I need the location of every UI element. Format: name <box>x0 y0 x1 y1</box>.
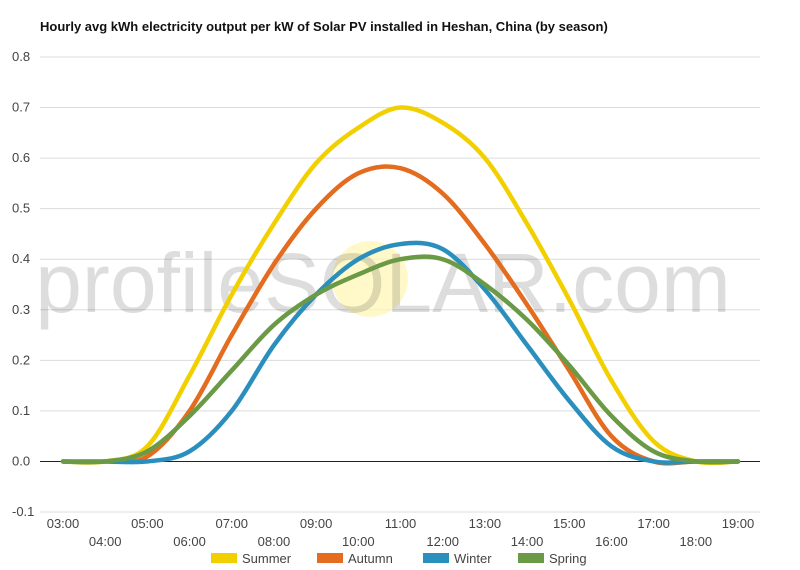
x-tick-label: 12:00 <box>426 534 459 549</box>
legend-swatch-summer <box>211 553 237 563</box>
x-tick-label: 06:00 <box>173 534 206 549</box>
y-tick-label: 0.2 <box>12 352 30 367</box>
y-tick-label: 0.8 <box>12 49 30 64</box>
legend-label-summer: Summer <box>242 551 292 566</box>
legend-swatch-winter <box>423 553 449 563</box>
x-tick-label: 07:00 <box>215 516 248 531</box>
x-tick-label: 14:00 <box>511 534 544 549</box>
y-tick-label: 0.0 <box>12 453 30 468</box>
x-tick-label: 17:00 <box>637 516 670 531</box>
x-tick-label: 08:00 <box>258 534 291 549</box>
x-tick-label: 03:00 <box>47 516 80 531</box>
y-tick-label: 0.7 <box>12 100 30 115</box>
y-tick-label: -0.1 <box>12 504 34 519</box>
legend-swatch-spring <box>518 553 544 563</box>
series-line-winter <box>60 240 741 465</box>
y-tick-label: 0.6 <box>12 150 30 165</box>
legend-label-winter: Winter <box>454 551 492 566</box>
legend-label-autumn: Autumn <box>348 551 393 566</box>
x-tick-label: 11:00 <box>385 516 417 531</box>
legend-swatch-autumn <box>317 553 343 563</box>
x-tick-label: 15:00 <box>553 516 586 531</box>
y-tick-label: 0.1 <box>12 403 30 418</box>
series-lines <box>60 105 741 466</box>
x-axis-ticks: 03:00 04:00 05:00 06:00 07:00 08:00 09:00 10:00… <box>47 516 755 549</box>
watermark-text: profileSOLAR.com <box>35 236 731 330</box>
y-tick-label: 0.4 <box>12 251 30 266</box>
x-tick-label: 09:00 <box>300 516 333 531</box>
y-tick-label: 0.3 <box>12 302 30 317</box>
legend: Summer Autumn Winter Spring <box>211 551 587 566</box>
chart-title: Hourly avg kWh electricity output per kW… <box>40 19 608 34</box>
x-tick-label: 16:00 <box>595 534 628 549</box>
series-line-spring <box>60 254 741 465</box>
x-tick-label: 13:00 <box>469 516 502 531</box>
x-tick-label: 19:00 <box>722 516 755 531</box>
y-tick-label: 0.5 <box>12 201 30 216</box>
y-axis-ticks: -0.1 0.0 0.1 0.2 0.3 0.4 0.5 0.6 0.7 0.8 <box>12 49 34 519</box>
x-tick-label: 18:00 <box>680 534 713 549</box>
x-tick-label: 05:00 <box>131 516 164 531</box>
legend-label-spring: Spring <box>549 551 587 566</box>
x-tick-label: 10:00 <box>342 534 375 549</box>
series-line-summer <box>60 105 741 466</box>
x-tick-label: 04:00 <box>89 534 122 549</box>
